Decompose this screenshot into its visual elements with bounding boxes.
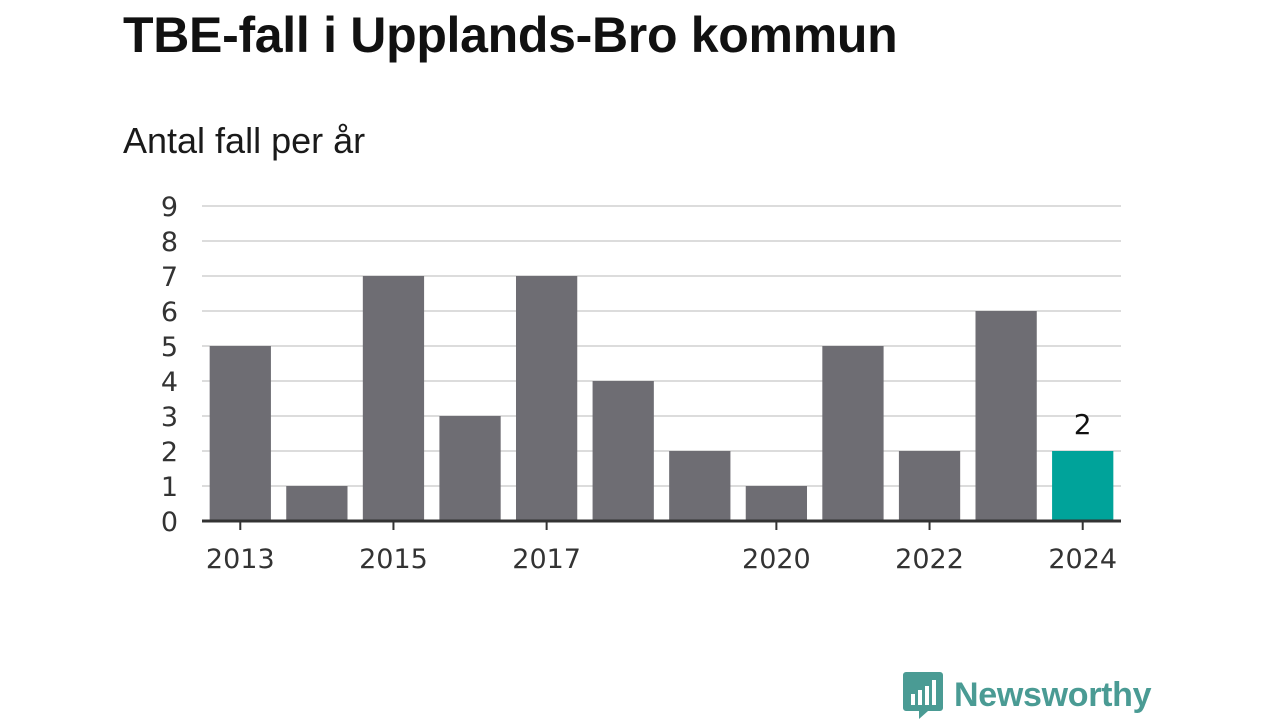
grid-lines xyxy=(202,205,1121,487)
bar-2015 xyxy=(362,276,425,521)
chart-subtitle: Antal fall per år xyxy=(123,120,366,161)
bar-2023 xyxy=(975,311,1037,521)
y-tick-label: 7 xyxy=(161,262,178,293)
bar-chart: 0 1 2 3 4 5 6 7 8 9 2013 2015 2017 2020 2022 2024 2 xyxy=(161,192,1121,575)
y-tick-label: 6 xyxy=(161,297,178,328)
y-tick-label: 1 xyxy=(161,472,178,503)
y-tick-label: 0 xyxy=(161,507,178,538)
bar-2014 xyxy=(286,486,348,521)
x-tick-label: 2013 xyxy=(206,544,275,575)
chart-title: TBE-fall i Upplands-Bro kommun xyxy=(123,7,898,63)
y-tick-label: 3 xyxy=(161,402,178,433)
bar-2017 xyxy=(515,276,578,521)
bar-2018 xyxy=(592,381,654,521)
y-tick-label: 5 xyxy=(161,332,178,363)
bar-2022 xyxy=(898,451,961,521)
y-tick-label: 8 xyxy=(161,227,178,258)
bar-2020 xyxy=(745,486,808,521)
brand-name: Newsworthy xyxy=(954,675,1152,714)
bar-2021 xyxy=(822,346,884,521)
y-axis-ticks: 0 1 2 3 4 5 6 7 8 9 xyxy=(161,192,178,538)
data-labels: 2 xyxy=(1074,408,1092,441)
bar-2019 xyxy=(669,451,731,521)
bar-2016 xyxy=(439,416,501,521)
x-tick-label: 2015 xyxy=(359,544,428,575)
y-tick-label: 2 xyxy=(161,437,178,468)
y-tick-label: 9 xyxy=(161,192,178,223)
x-tick-label: 2020 xyxy=(742,544,811,575)
data-label: 2 xyxy=(1074,408,1092,441)
bar-2024 xyxy=(1052,451,1114,521)
bars xyxy=(209,276,1114,521)
x-axis-ticks: 2013 2015 2017 2020 2022 2024 xyxy=(206,544,1117,575)
x-tick-label: 2017 xyxy=(512,544,581,575)
x-tick-label: 2022 xyxy=(895,544,964,575)
brand-logo: Newsworthy xyxy=(902,670,1152,720)
bar-2013 xyxy=(209,346,271,521)
x-tick-label: 2024 xyxy=(1048,544,1117,575)
x-axis xyxy=(202,519,1121,530)
newsworthy-logo-icon xyxy=(903,672,943,719)
y-tick-label: 4 xyxy=(161,367,178,398)
